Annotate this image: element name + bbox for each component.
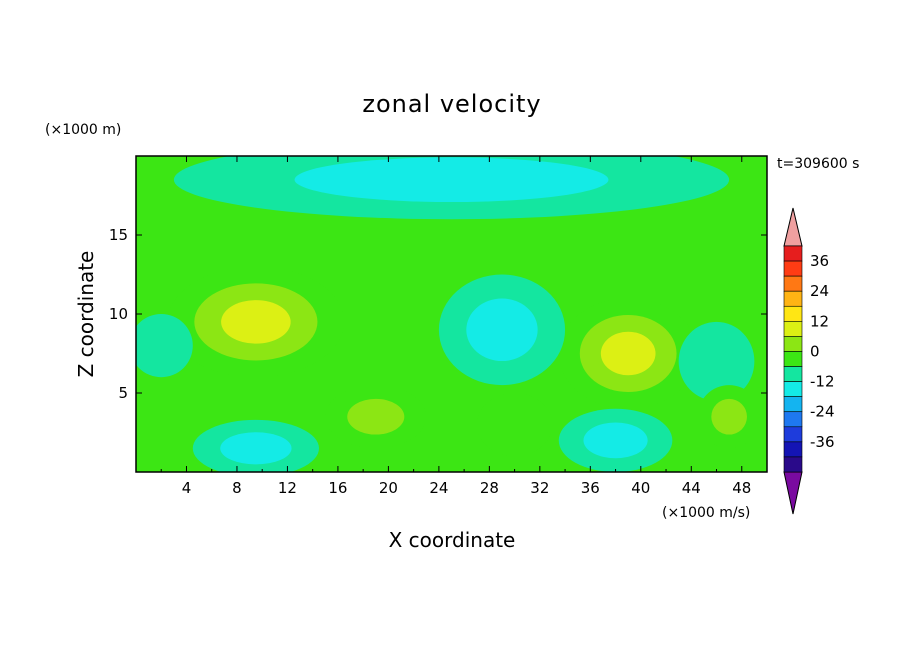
colorbar-label-12: 12 <box>810 312 829 330</box>
colorbar-swatch-14 <box>783 456 803 473</box>
colorbar: 36 24 12 0 -12 -24 -36 <box>783 207 835 515</box>
colorbar-swatch-11 <box>783 411 803 428</box>
contour-region-9-1 <box>476 393 553 457</box>
colorbar-swatch-8 <box>783 366 803 382</box>
x-tick-label-48: 48 <box>732 479 751 497</box>
contour-region-4-2 <box>220 432 292 465</box>
colorbar-swatch-0 <box>783 245 803 262</box>
colorbar-units-label: (×1000 m/s) <box>662 505 750 521</box>
colorbar-top-arrow <box>783 207 803 247</box>
contour-region-7-1 <box>678 321 755 401</box>
y-tick-label-10: 10 <box>109 305 128 323</box>
colorbar-swatch-3 <box>783 290 803 307</box>
z-units-label: (×1000 m) <box>45 122 121 138</box>
x-tick-label-16: 16 <box>328 479 347 497</box>
colorbar-swatch-5 <box>783 321 803 337</box>
x-tick-label-4: 4 <box>182 479 192 497</box>
colorbar-label-0: 0 <box>810 342 820 360</box>
contour-region-8-1 <box>136 314 193 378</box>
colorbar-swatch-13 <box>783 441 803 458</box>
colorbar-swatch-12 <box>783 426 803 443</box>
y-tick-label-5: 5 <box>118 384 128 402</box>
colorbar-bottom-arrow <box>783 471 803 515</box>
x-tick-label-12: 12 <box>278 479 297 497</box>
colorbar-label--24: -24 <box>810 403 835 421</box>
contour-field <box>136 156 767 472</box>
colorbar-label-36: 36 <box>810 252 829 270</box>
colorbar-swatch-7 <box>783 351 803 367</box>
y-ticks: 5 10 15 <box>109 226 767 402</box>
chart-title: zonal velocity <box>362 90 541 118</box>
contour-region-1-3 <box>600 331 656 376</box>
colorbar-label--36: -36 <box>810 433 835 451</box>
contour-region-6-2 <box>294 157 609 203</box>
colorbar-swatch-4 <box>783 305 803 322</box>
x-tick-label-20: 20 <box>379 479 398 497</box>
y-axis-label: Z coordinate <box>74 251 98 378</box>
x-axis-label: X coordinate <box>389 528 516 552</box>
contour-region-10-2 <box>711 398 747 435</box>
contour-region-2-2 <box>347 398 405 435</box>
time-label: t=309600 s <box>777 156 859 172</box>
contour-region-3-2 <box>466 298 538 362</box>
x-tick-label-28: 28 <box>480 479 499 497</box>
colorbar-swatch-9 <box>783 381 803 397</box>
x-tick-label-44: 44 <box>682 479 701 497</box>
colorbar-swatch-1 <box>783 260 803 277</box>
x-tick-label-32: 32 <box>530 479 549 497</box>
x-ticks: 4 8 12 16 20 24 28 32 36 40 44 48 <box>160 156 751 497</box>
colorbar-label--12: -12 <box>810 373 835 391</box>
colorbar-swatch-2 <box>783 275 803 292</box>
x-tick-label-36: 36 <box>581 479 600 497</box>
colorbar-label-24: 24 <box>810 282 829 300</box>
y-tick-label-15: 15 <box>109 226 128 244</box>
contour-region-0-3 <box>221 300 291 344</box>
colorbar-swatch-6 <box>783 336 803 352</box>
contour-region-5-2 <box>583 422 648 459</box>
x-tick-label-24: 24 <box>429 479 448 497</box>
colorbar-swatch-10 <box>783 396 803 413</box>
x-tick-label-8: 8 <box>232 479 242 497</box>
x-tick-label-40: 40 <box>631 479 650 497</box>
